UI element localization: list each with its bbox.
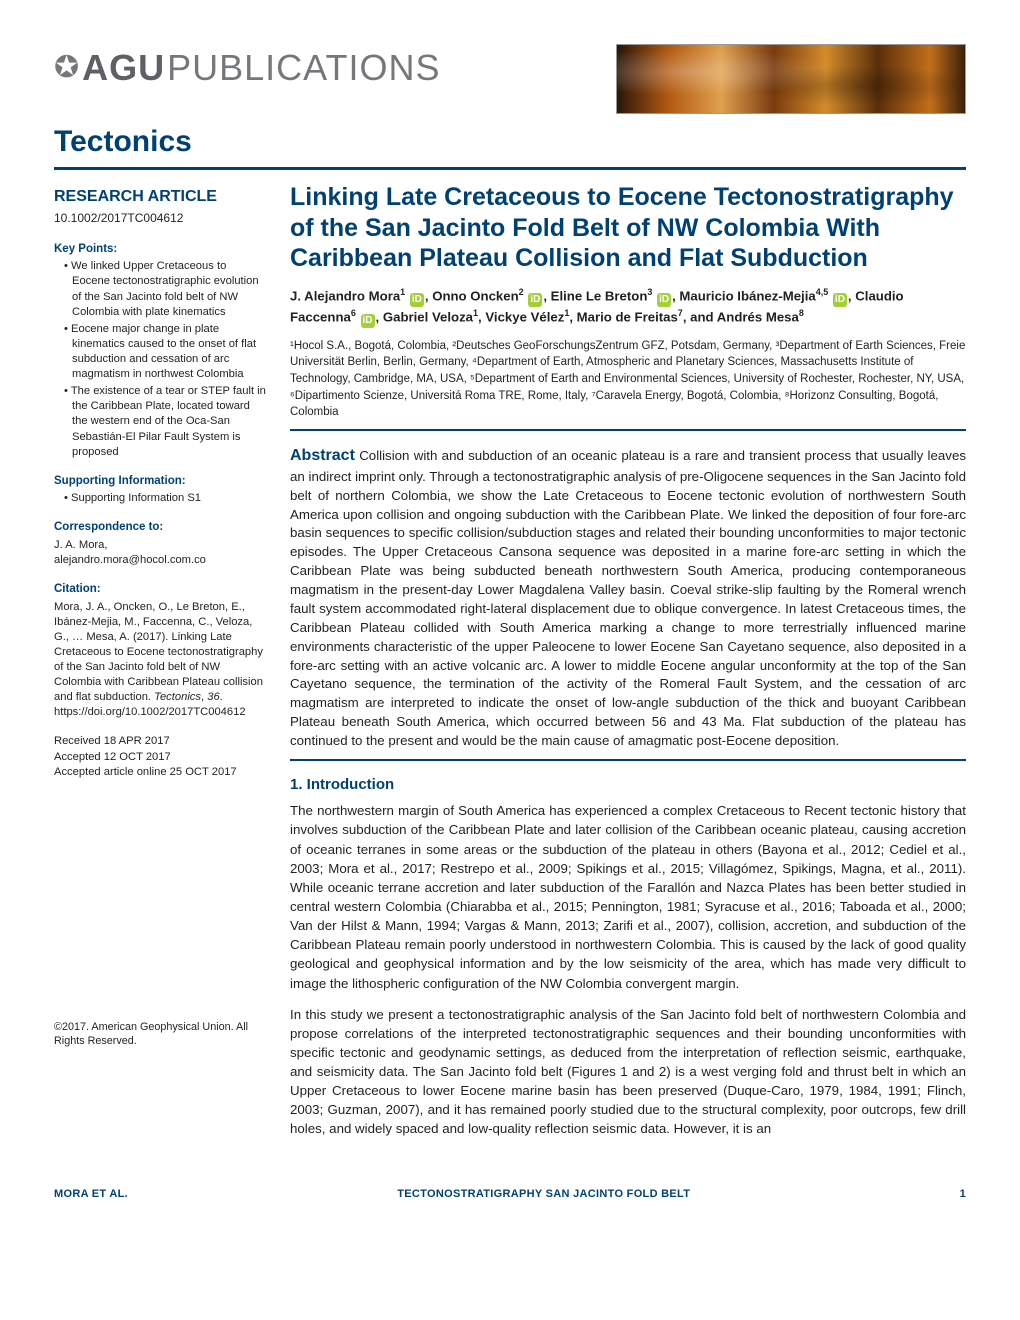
body-paragraph: The northwestern margin of South America… (290, 801, 966, 992)
author: Eline Le Breton (551, 288, 648, 303)
affiliations: ¹Hocol S.A., Bogotá, Colombia, ²Deutsche… (290, 338, 966, 421)
doi: 10.1002/2017TC004612 (54, 210, 266, 226)
sidebar: RESEARCH ARTICLE 10.1002/2017TC004612 Ke… (54, 186, 266, 1151)
affil-sup: 2 (519, 287, 524, 297)
agu-mark-icon: ✪ (54, 48, 80, 89)
abstract-text: Collision with and subduction of an ocea… (290, 448, 966, 748)
correspondence-name: J. A. Mora, (54, 538, 266, 553)
affil-sup: 6 (351, 308, 356, 318)
citation-part: Mora, J. A., Oncken, O., Le Breton, E., … (54, 601, 263, 704)
author-list: J. Alejandro Mora1 iD, Onno Oncken2 iD, … (290, 286, 966, 328)
accepted-date: Accepted 12 OCT 2017 (54, 750, 266, 765)
journal-banner-image (616, 44, 966, 114)
keypoint-item: We linked Upper Cretaceous to Eocene tec… (64, 259, 266, 319)
orcid-icon[interactable]: iD (833, 293, 847, 307)
footer-page-number: 1 (960, 1187, 966, 1202)
body-paragraph: In this study we present a tectonostrati… (290, 1005, 966, 1139)
divider (54, 167, 966, 171)
publisher-prefix: AGU (82, 44, 165, 93)
article-type-label: RESEARCH ARTICLE (54, 186, 266, 208)
article-title: Linking Late Cretaceous to Eocene Tecton… (290, 182, 966, 274)
supporting-list: Supporting Information S1 (54, 491, 266, 506)
affil-sup: 4,5 (816, 287, 829, 297)
received-date: Received 18 APR 2017 (54, 734, 266, 749)
keypoints-list: We linked Upper Cretaceous to Eocene tec… (54, 259, 266, 459)
keypoints-heading: Key Points: (54, 242, 266, 258)
footer-center: TECTONOSTRATIGRAPHY SAN JACINTO FOLD BEL… (397, 1187, 690, 1202)
author: Vickye Vélez (485, 309, 564, 324)
orcid-icon[interactable]: iD (410, 293, 424, 307)
online-date: Accepted article online 25 OCT 2017 (54, 765, 266, 780)
citation-volume: 36 (207, 691, 219, 703)
author: Andrés Mesa (717, 309, 799, 324)
section-heading: 1. Introduction (290, 775, 966, 795)
divider (290, 429, 966, 431)
affil-sup: 3 (647, 287, 652, 297)
affil-sup: 1 (400, 287, 405, 297)
affil-sup: 7 (678, 308, 683, 318)
abstract: Abstract Collision with and subduction o… (290, 445, 966, 751)
orcid-icon[interactable]: iD (528, 293, 542, 307)
divider (290, 759, 966, 761)
supporting-item[interactable]: Supporting Information S1 (64, 491, 266, 506)
supporting-heading: Supporting Information: (54, 474, 266, 490)
publisher-suffix: PUBLICATIONS (167, 44, 440, 93)
author: Mario de Freitas (577, 309, 678, 324)
citation-text: Mora, J. A., Oncken, O., Le Breton, E., … (54, 600, 266, 721)
abstract-label: Abstract (290, 447, 355, 464)
affil-sup: 1 (564, 308, 569, 318)
footer-left: MORA ET AL. (54, 1187, 128, 1202)
author: Mauricio Ibánez-Mejia (679, 288, 815, 303)
citation-heading: Citation: (54, 582, 266, 598)
correspondence-email[interactable]: alejandro.mora@hocol.com.co (54, 553, 266, 568)
keypoint-item: The existence of a tear or STEP fault in… (64, 384, 266, 460)
journal-title: Tectonics (54, 122, 966, 163)
main-content: Linking Late Cretaceous to Eocene Tecton… (290, 186, 966, 1151)
copyright: ©2017. American Geophysical Union. All R… (54, 1020, 266, 1048)
keypoint-item: Eocene major change in plate kinematics … (64, 322, 266, 382)
affil-sup: 1 (473, 308, 478, 318)
page-footer: MORA ET AL. TECTONOSTRATIGRAPHY SAN JACI… (54, 1187, 966, 1202)
citation-journal: Tectonics (154, 691, 201, 703)
orcid-icon[interactable]: iD (361, 314, 375, 328)
author: J. Alejandro Mora (290, 288, 400, 303)
publisher-logo: ✪ AGU PUBLICATIONS (54, 44, 441, 93)
author: Gabriel Veloza (383, 309, 473, 324)
affil-sup: 8 (799, 308, 804, 318)
orcid-icon[interactable]: iD (657, 293, 671, 307)
correspondence-heading: Correspondence to: (54, 520, 266, 536)
author: Onno Oncken (432, 288, 518, 303)
